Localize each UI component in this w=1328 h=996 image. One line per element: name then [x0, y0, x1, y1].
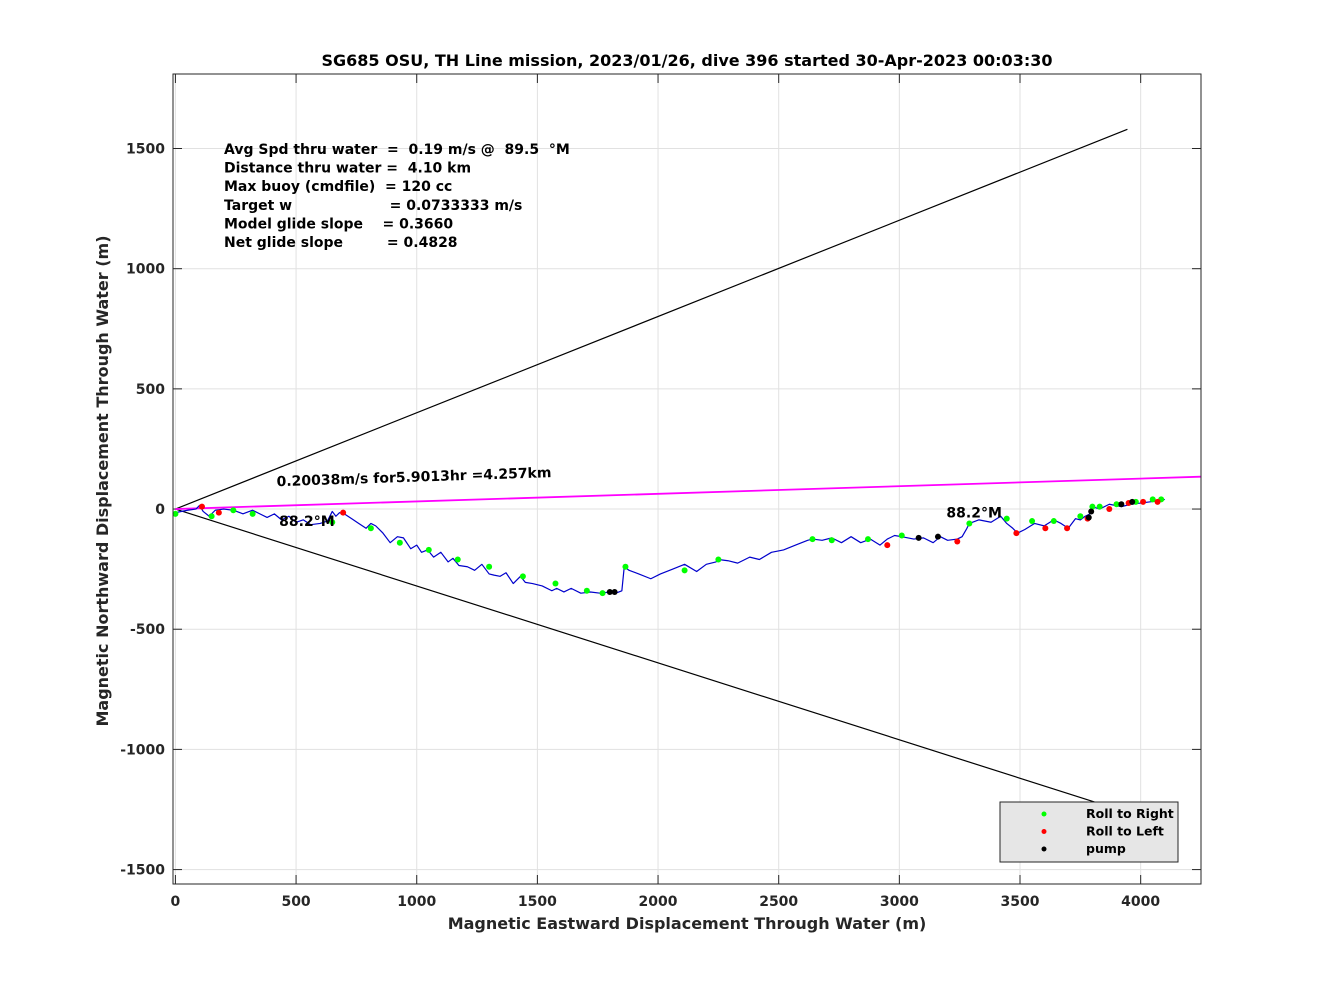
marker-point [606, 588, 613, 595]
marker-point [1050, 518, 1057, 525]
reference-lines [175, 128, 1201, 818]
marker-point [1085, 514, 1092, 521]
x-tick-label: 2000 [639, 894, 678, 910]
y-tick-label: 500 [136, 382, 165, 398]
info-line: Distance thru water = 4.10 km [224, 161, 471, 177]
marker-point [230, 507, 237, 514]
marker-point [425, 546, 432, 553]
legend: Roll to Right Roll to Left pump [999, 801, 1179, 863]
x-tick-label: 2500 [759, 894, 798, 910]
x-tick-label: 0 [171, 894, 181, 910]
y-tick-label: -1000 [120, 742, 165, 758]
x-tick-label: 3500 [1001, 894, 1040, 910]
marker-point [1088, 508, 1095, 515]
y-tick-label: 0 [155, 502, 165, 518]
marker-point [1042, 525, 1049, 532]
marker-point [583, 587, 590, 594]
marker-point [864, 536, 871, 543]
marker-point [208, 513, 215, 520]
marker-point [1003, 515, 1010, 522]
grid-lines [173, 74, 1201, 884]
marker-point [898, 532, 905, 539]
marker-point [215, 509, 222, 516]
marker-point [396, 539, 403, 546]
legend-label: pump [1086, 841, 1126, 856]
x-tick-label: 1000 [397, 894, 436, 910]
annotation-label: 88.2°M [946, 505, 1001, 521]
marker-point [884, 542, 891, 549]
y-tick-label: 1500 [126, 142, 165, 158]
x-tick-label: 500 [281, 894, 310, 910]
x-axis-label: Magnetic Eastward Displacement Through W… [448, 914, 927, 933]
plot-frame [172, 73, 1202, 885]
marker-point [1106, 506, 1113, 513]
track-line [175, 498, 1165, 594]
marker-point [198, 503, 205, 510]
annotation-label: 88.2°M [279, 514, 334, 530]
marker-point [681, 567, 688, 574]
y-tick-labels: -1500 -1000 -500 0 500 1000 1500 [120, 142, 165, 879]
event-markers [172, 496, 1165, 597]
x-tick-labels: 0 500 1000 1500 2000 2500 3000 3500 4000 [171, 894, 1161, 910]
y-tick-label: -500 [130, 622, 165, 638]
marker-point [1154, 498, 1161, 505]
marker-point [611, 588, 618, 595]
y-tick-label: -1500 [120, 863, 165, 879]
marker-point [1077, 513, 1084, 520]
info-text-block: Avg Spd thru water = 0.19 m/s @ 89.5 °M D… [224, 142, 570, 251]
marker-point [1140, 498, 1147, 505]
chart-title: SG685 OSU, TH Line mission, 2023/01/26, … [322, 51, 1053, 70]
marker-point [1013, 530, 1020, 537]
marker-point [552, 580, 559, 587]
marker-point [329, 519, 336, 526]
marker-point [915, 534, 922, 541]
marker-point [340, 509, 347, 516]
reference-line [175, 508, 1141, 818]
marker-point [1149, 496, 1156, 503]
marker-point [249, 510, 256, 517]
y-axis-label: Magnetic Northward Displacement Through … [93, 235, 112, 726]
info-line: Avg Spd thru water = 0.19 m/s @ 89.5 °M [224, 142, 570, 158]
marker-point [1096, 503, 1103, 510]
marker-point [1029, 518, 1036, 525]
legend-box [999, 801, 1179, 863]
marker-point [367, 525, 374, 532]
info-line: Net glide slope = 0.4828 [224, 235, 458, 251]
marker-point [715, 556, 722, 563]
marker-point [954, 538, 961, 545]
marker-point [1064, 525, 1071, 532]
legend-marker [1041, 846, 1047, 852]
marker-point [828, 537, 835, 544]
x-tick-label: 1500 [518, 894, 557, 910]
marker-point [1118, 501, 1125, 508]
marker-point [622, 563, 629, 570]
legend-marker [1041, 811, 1047, 817]
marker-point [486, 563, 493, 570]
reference-line [175, 475, 1201, 510]
marker-point [519, 573, 526, 580]
x-tick-label: 4000 [1121, 894, 1160, 910]
marker-point [454, 556, 461, 563]
marker-point [809, 536, 816, 543]
reference-line [175, 128, 1128, 510]
legend-label: Roll to Right [1086, 806, 1174, 821]
legend-marker [1041, 829, 1047, 834]
marker-point [599, 590, 606, 597]
x-tick-label: 3000 [880, 894, 919, 910]
axis-ticks [173, 74, 1201, 884]
legend-label: Roll to Left [1086, 824, 1164, 839]
info-line: Max buoy (cmdfile) = 120 cc [224, 179, 452, 195]
marker-point [1129, 498, 1136, 505]
info-line: Model glide slope = 0.3660 [224, 216, 453, 232]
marker-point [934, 533, 941, 540]
track-series [175, 498, 1165, 594]
y-tick-label: 1000 [126, 262, 165, 278]
marker-point [966, 520, 973, 527]
marker-point [1113, 501, 1120, 508]
info-line: Target w = 0.0733333 m/s [224, 198, 522, 214]
marker-point [1089, 503, 1096, 510]
marker-point [172, 510, 179, 517]
